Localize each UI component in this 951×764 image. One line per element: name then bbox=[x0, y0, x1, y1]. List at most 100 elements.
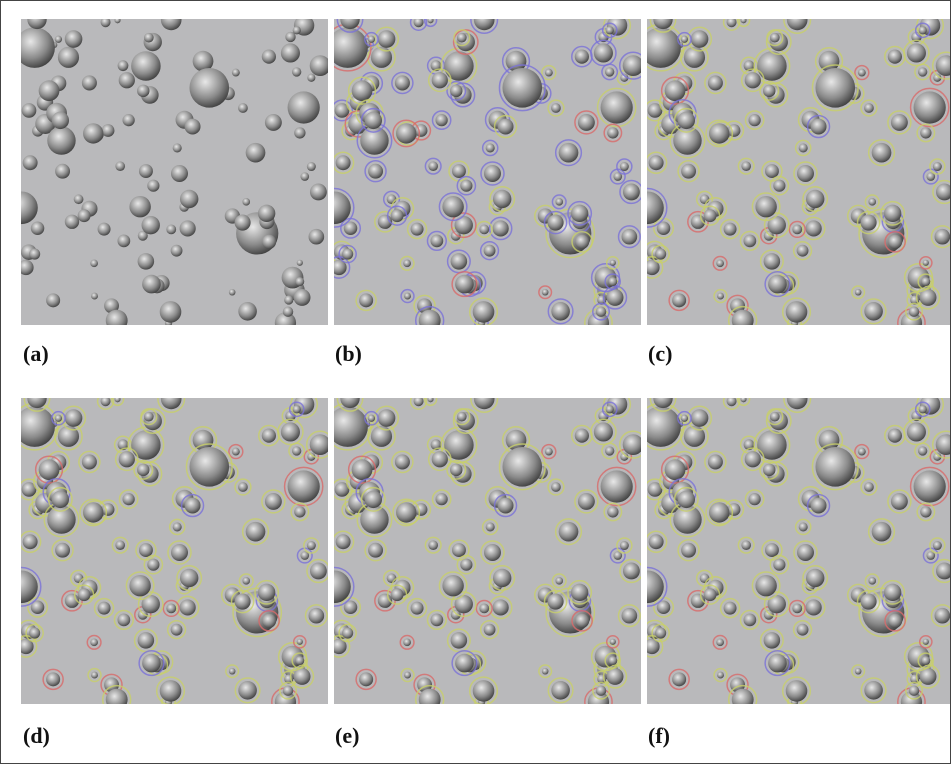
bubble bbox=[483, 623, 496, 636]
image-panel bbox=[647, 398, 950, 704]
bubble bbox=[604, 273, 621, 290]
bubble bbox=[261, 49, 276, 64]
bubble bbox=[596, 87, 637, 128]
bubble bbox=[340, 398, 360, 409]
bubble bbox=[781, 676, 812, 704]
bubble bbox=[295, 656, 305, 666]
bubble bbox=[51, 111, 70, 130]
bubble bbox=[656, 600, 671, 615]
bubble bbox=[763, 609, 774, 620]
bubble bbox=[932, 541, 942, 551]
bubble bbox=[296, 259, 303, 266]
bubble bbox=[920, 506, 932, 518]
bubble bbox=[172, 143, 182, 153]
bubble bbox=[234, 478, 252, 496]
bubble bbox=[493, 493, 518, 518]
bubble bbox=[294, 506, 306, 518]
bubble bbox=[918, 255, 933, 270]
bubble bbox=[418, 688, 441, 704]
bubble bbox=[166, 620, 187, 640]
bubble bbox=[854, 64, 870, 81]
bubble bbox=[607, 506, 619, 518]
bubble bbox=[743, 60, 755, 72]
bubble bbox=[291, 67, 302, 77]
bubble bbox=[159, 680, 182, 702]
bubble bbox=[343, 221, 358, 236]
bubble bbox=[309, 183, 327, 201]
bubble bbox=[47, 505, 76, 534]
panel-label: (c) bbox=[648, 341, 673, 366]
bubble bbox=[770, 411, 780, 422]
bubble bbox=[619, 541, 629, 551]
bubble bbox=[785, 301, 808, 323]
bubble bbox=[73, 194, 84, 205]
bubble bbox=[647, 259, 660, 276]
bubble bbox=[690, 30, 709, 48]
bubble bbox=[918, 26, 927, 35]
bubble bbox=[908, 306, 920, 317]
bubble bbox=[29, 248, 41, 260]
bubble bbox=[386, 573, 397, 584]
bubble bbox=[606, 668, 624, 685]
bubble bbox=[430, 613, 444, 627]
bubble bbox=[472, 301, 495, 323]
bubble bbox=[396, 123, 417, 144]
bubble bbox=[392, 119, 421, 148]
bubble bbox=[391, 71, 414, 95]
bubble bbox=[888, 613, 903, 628]
image-panel bbox=[334, 398, 641, 704]
bubble bbox=[794, 518, 812, 536]
bubble bbox=[655, 248, 667, 260]
bubble bbox=[726, 19, 737, 28]
bubble bbox=[551, 573, 567, 589]
bubble bbox=[763, 632, 781, 649]
bubble bbox=[368, 542, 384, 558]
bubble bbox=[304, 604, 328, 628]
bubble bbox=[903, 418, 930, 446]
bubble bbox=[309, 562, 327, 580]
bubble bbox=[189, 68, 230, 108]
bubble bbox=[77, 209, 91, 223]
bubble bbox=[336, 19, 364, 33]
bubble bbox=[773, 179, 786, 192]
bubble bbox=[418, 309, 441, 325]
bubble bbox=[27, 19, 47, 30]
bubble bbox=[351, 459, 373, 481]
bubble bbox=[764, 650, 791, 677]
bubble bbox=[810, 118, 827, 135]
bubble bbox=[91, 671, 98, 679]
bubble bbox=[87, 667, 102, 683]
bubble bbox=[155, 676, 186, 704]
bubble bbox=[740, 19, 747, 24]
bubble bbox=[335, 534, 351, 550]
bubble bbox=[770, 32, 780, 43]
bubble bbox=[101, 124, 115, 137]
bubble bbox=[551, 103, 561, 113]
panel-label: (f) bbox=[648, 723, 670, 748]
bubble bbox=[757, 51, 787, 81]
bubble bbox=[38, 80, 60, 102]
bubble bbox=[719, 218, 741, 240]
bubble bbox=[717, 671, 724, 679]
bubble bbox=[660, 76, 690, 105]
bubble bbox=[551, 482, 561, 492]
bubble bbox=[851, 285, 866, 300]
bubble bbox=[722, 398, 741, 410]
bubble bbox=[81, 454, 97, 470]
bubble bbox=[590, 418, 617, 446]
bubble bbox=[192, 50, 214, 72]
bubble bbox=[755, 195, 777, 218]
bubble bbox=[786, 19, 808, 31]
bubble bbox=[541, 64, 557, 81]
bubble bbox=[622, 183, 640, 201]
bubble bbox=[424, 536, 442, 554]
panel-label: (a) bbox=[23, 341, 49, 366]
bubble bbox=[934, 228, 950, 245]
bubble bbox=[399, 255, 415, 271]
bubble bbox=[811, 443, 859, 491]
bubble bbox=[38, 459, 60, 481]
bubble bbox=[25, 623, 44, 643]
bubble bbox=[179, 220, 196, 237]
bubble bbox=[30, 600, 45, 615]
bubble bbox=[238, 482, 248, 492]
